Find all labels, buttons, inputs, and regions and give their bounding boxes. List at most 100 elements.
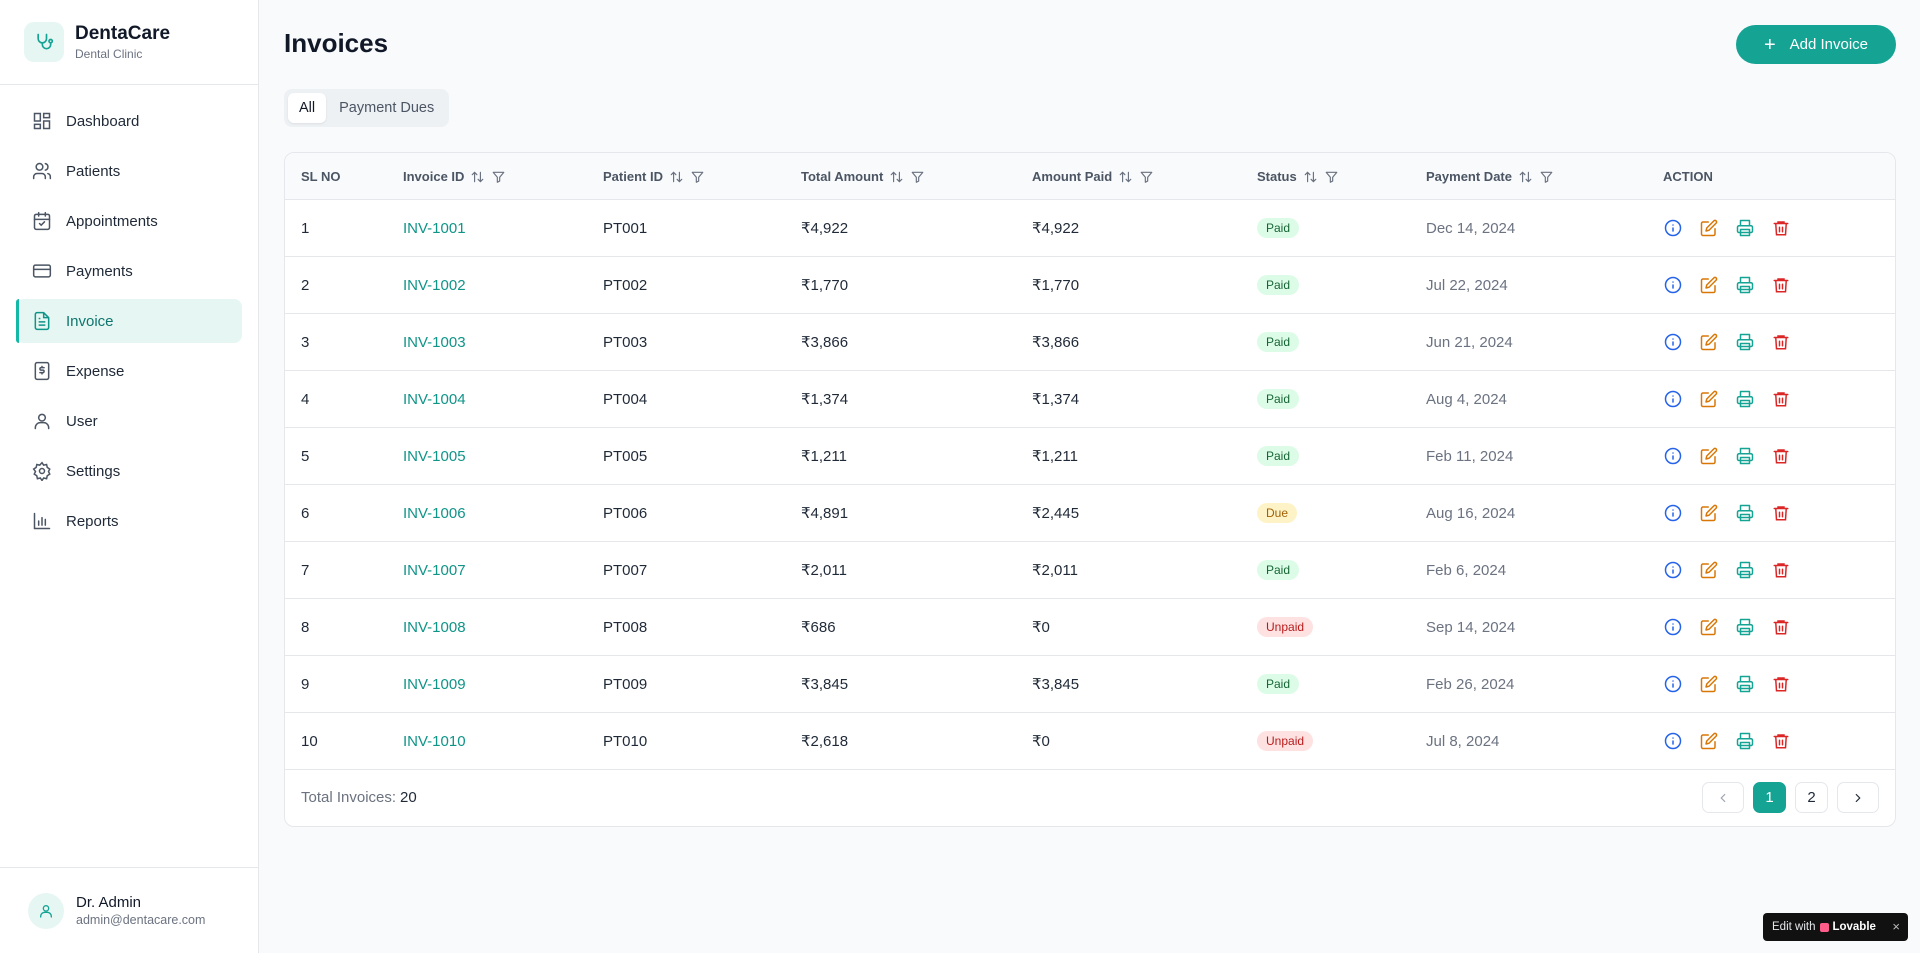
filter-icon[interactable] [910, 170, 925, 184]
cell-invoice-id[interactable]: INV-1003 [403, 333, 466, 351]
filter-icon[interactable] [1539, 170, 1554, 184]
cell-invoice-id[interactable]: INV-1006 [403, 504, 466, 522]
sidebar-item-label: Appointments [66, 212, 158, 230]
cell-amount-paid: ₹2,011 [1032, 562, 1078, 579]
edit-button[interactable] [1699, 560, 1719, 580]
delete-button[interactable] [1771, 560, 1791, 580]
sort-icon[interactable] [1303, 170, 1318, 184]
view-button[interactable] [1663, 731, 1683, 751]
edit-button[interactable] [1699, 275, 1719, 295]
print-button[interactable] [1735, 560, 1755, 580]
edit-button[interactable] [1699, 218, 1719, 238]
table-row: 8 INV-1008 PT008 ₹686 ₹0 Unpaid Sep 14, 2024 [285, 599, 1895, 656]
sort-icon[interactable] [669, 170, 684, 184]
sidebar-item-appointments[interactable]: Appointments [16, 199, 242, 243]
view-button[interactable] [1663, 617, 1683, 637]
delete-button[interactable] [1771, 731, 1791, 751]
cell-invoice-id[interactable]: INV-1009 [403, 675, 466, 693]
edit-icon [1700, 675, 1718, 693]
print-button[interactable] [1735, 731, 1755, 751]
sidebar-item-invoice[interactable]: Invoice [16, 299, 242, 343]
print-button[interactable] [1735, 617, 1755, 637]
cell-patient-id: PT005 [603, 447, 648, 465]
previous-page-button[interactable] [1702, 782, 1744, 813]
edit-with-lovable-badge[interactable]: Edit with Lovable × [1763, 913, 1908, 941]
filter-icon[interactable] [690, 170, 705, 184]
column-header-patient-id[interactable]: Patient ID [603, 153, 705, 200]
view-button[interactable] [1663, 503, 1683, 523]
view-button[interactable] [1663, 674, 1683, 694]
cell-invoice-id[interactable]: INV-1002 [403, 276, 466, 294]
user-profile[interactable]: Dr. Admin admin@dentacare.com [0, 867, 258, 953]
delete-button[interactable] [1771, 332, 1791, 352]
delete-button[interactable] [1771, 218, 1791, 238]
close-icon[interactable]: × [1892, 919, 1900, 934]
sidebar-item-settings[interactable]: Settings [16, 449, 242, 493]
filter-icon[interactable] [1139, 170, 1154, 184]
cell-invoice-id[interactable]: INV-1007 [403, 561, 466, 579]
sort-icon[interactable] [889, 170, 904, 184]
gear-icon [32, 461, 51, 481]
sort-icon[interactable] [470, 170, 485, 184]
print-button[interactable] [1735, 674, 1755, 694]
page-2-button[interactable]: 2 [1795, 782, 1828, 813]
view-button[interactable] [1663, 389, 1683, 409]
column-header-payment-date[interactable]: Payment Date [1426, 153, 1554, 200]
print-button[interactable] [1735, 332, 1755, 352]
column-header-status[interactable]: Status [1257, 153, 1339, 200]
column-header-invoice-id[interactable]: Invoice ID [403, 153, 506, 200]
cell-invoice-id[interactable]: INV-1005 [403, 447, 466, 465]
sort-icon[interactable] [1118, 170, 1133, 184]
sidebar-item-payments[interactable]: Payments [16, 249, 242, 293]
filter-icon[interactable] [491, 170, 506, 184]
edit-button[interactable] [1699, 446, 1719, 466]
print-button[interactable] [1735, 446, 1755, 466]
delete-button[interactable] [1771, 275, 1791, 295]
sidebar-item-expense[interactable]: Expense [16, 349, 242, 393]
cell-payment-date: Jul 22, 2024 [1426, 276, 1508, 294]
print-button[interactable] [1735, 503, 1755, 523]
edit-button[interactable] [1699, 674, 1719, 694]
table-row: 9 INV-1009 PT009 ₹3,845 ₹3,845 Paid Feb 26, 20… [285, 656, 1895, 713]
page-1-button[interactable]: 1 [1753, 782, 1786, 813]
filter-icon[interactable] [1324, 170, 1339, 184]
add-invoice-button[interactable]: + Add Invoice [1736, 25, 1896, 64]
edit-button[interactable] [1699, 617, 1719, 637]
tab-payment-dues[interactable]: Payment Dues [339, 100, 435, 116]
sort-icon[interactable] [1518, 170, 1533, 184]
view-button[interactable] [1663, 446, 1683, 466]
print-button[interactable] [1735, 218, 1755, 238]
sidebar-item-reports[interactable]: Reports [16, 499, 242, 543]
view-button[interactable] [1663, 560, 1683, 580]
row-actions [1663, 257, 1807, 313]
brand: DentaCare Dental Clinic [0, 0, 258, 85]
cell-invoice-id[interactable]: INV-1008 [403, 618, 466, 636]
delete-button[interactable] [1771, 389, 1791, 409]
sidebar-item-patients[interactable]: Patients [16, 149, 242, 193]
edit-button[interactable] [1699, 731, 1719, 751]
delete-button[interactable] [1771, 617, 1791, 637]
view-button[interactable] [1663, 275, 1683, 295]
sidebar-item-dashboard[interactable]: Dashboard [16, 99, 242, 143]
cell-invoice-id[interactable]: INV-1001 [403, 219, 466, 237]
view-button[interactable] [1663, 332, 1683, 352]
delete-button[interactable] [1771, 674, 1791, 694]
cell-invoice-id[interactable]: INV-1010 [403, 732, 466, 750]
next-page-button[interactable] [1837, 782, 1879, 813]
cell-invoice-id[interactable]: INV-1004 [403, 390, 466, 408]
row-actions [1663, 542, 1807, 598]
edit-button[interactable] [1699, 389, 1719, 409]
add-invoice-label: Add Invoice [1789, 36, 1869, 53]
tab-all[interactable]: All [288, 93, 327, 123]
view-button[interactable] [1663, 218, 1683, 238]
delete-button[interactable] [1771, 446, 1791, 466]
cell-status: Paid [1257, 542, 1300, 598]
print-button[interactable] [1735, 389, 1755, 409]
column-header-amount-paid[interactable]: Amount Paid [1032, 153, 1154, 200]
sidebar-item-user[interactable]: User [16, 399, 242, 443]
edit-button[interactable] [1699, 503, 1719, 523]
column-header-total-amount[interactable]: Total Amount [801, 153, 925, 200]
delete-button[interactable] [1771, 503, 1791, 523]
edit-button[interactable] [1699, 332, 1719, 352]
print-button[interactable] [1735, 275, 1755, 295]
